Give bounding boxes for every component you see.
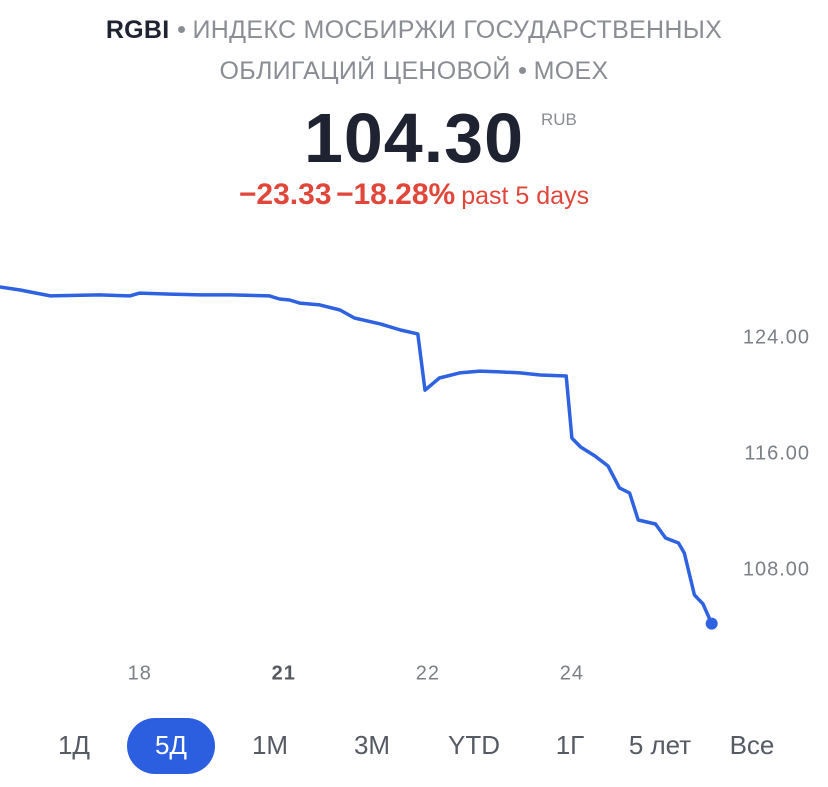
currency: RUB [541, 110, 577, 129]
change-block: −23.33 −18.28% past 5 days [0, 178, 828, 212]
period: past 5 days [461, 182, 590, 210]
index-title: ИНДЕКС МОСБИРЖИ ГОСУДАРСТВЕННЫХ ОБЛИГАЦИ… [192, 16, 723, 85]
end-point [705, 617, 718, 630]
change-percent: −18.28% [335, 178, 456, 211]
x-tick-label: 24 [560, 662, 584, 684]
y-tick-label: 116.00 [744, 442, 810, 464]
range-button[interactable]: 3М [354, 730, 390, 760]
range-button[interactable]: 1М [252, 730, 288, 760]
range-button[interactable]: YTD [448, 730, 500, 760]
separator [177, 25, 185, 33]
range-button[interactable]: Все [730, 730, 775, 760]
exchange: MOEX [533, 57, 609, 85]
y-tick-label: 108.00 [743, 558, 810, 580]
range-button[interactable]: 5Д [155, 730, 187, 760]
price-line [0, 285, 714, 626]
price: 104.30 [303, 99, 525, 177]
ticker: RGBI [105, 16, 170, 44]
selected-pill [127, 718, 215, 774]
separator [518, 66, 526, 74]
x-tick-label: 21 [272, 662, 296, 684]
range-button[interactable]: 1Д [58, 730, 90, 760]
y-tick-label: 124.00 [743, 326, 810, 348]
change: −23.33 [238, 178, 332, 211]
price-block: 104.30 RUB [0, 98, 828, 178]
x-tick-label: 22 [416, 662, 440, 684]
range-button[interactable]: 1Г [556, 730, 585, 760]
range-button[interactable]: 5 лет [629, 730, 691, 760]
x-tick-label: 18 [128, 662, 152, 684]
header: RGBI ИНДЕКС МОСБИРЖИ ГОСУДАРСТВЕННЫХ ОБЛИ… [60, 10, 768, 92]
